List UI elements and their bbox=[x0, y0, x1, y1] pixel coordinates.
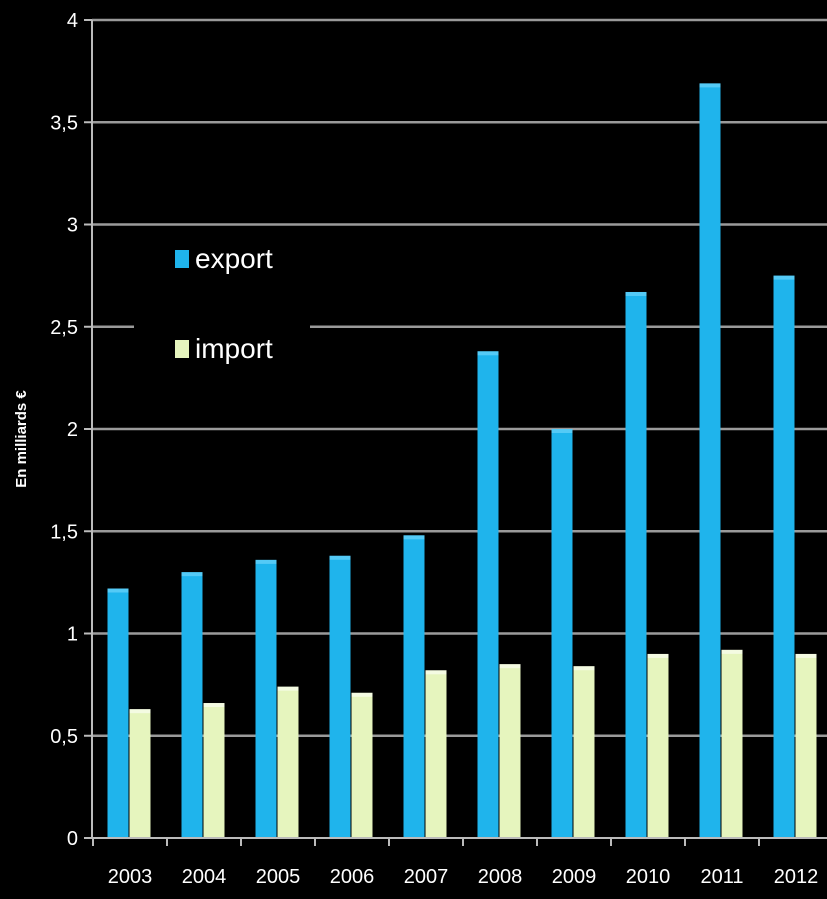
legend-label-export: export bbox=[195, 243, 273, 274]
x-tick-label: 2005 bbox=[256, 866, 301, 888]
bar-import-cap bbox=[277, 686, 299, 691]
bar-export-cap bbox=[329, 555, 351, 560]
bar-import bbox=[129, 709, 151, 838]
bars bbox=[107, 83, 817, 838]
legend-swatch-export bbox=[175, 250, 189, 268]
bar-import-cap bbox=[203, 703, 225, 708]
legend-label-import: import bbox=[195, 333, 273, 364]
x-tick-label: 2008 bbox=[478, 866, 523, 888]
bar-export bbox=[107, 588, 129, 838]
bar-export bbox=[551, 429, 573, 838]
x-tick-label: 2004 bbox=[182, 866, 227, 888]
x-tick-label: 2003 bbox=[108, 866, 153, 888]
bar-import-cap bbox=[573, 666, 595, 671]
legend-box bbox=[134, 226, 310, 382]
bar-import-cap bbox=[129, 709, 151, 714]
bar-import-cap bbox=[795, 653, 817, 658]
bar-export-cap bbox=[551, 429, 573, 433]
bar-export-cap bbox=[181, 572, 203, 577]
y-tick-label: 3 bbox=[67, 215, 78, 237]
bar-import bbox=[425, 670, 447, 838]
bar-import-cap bbox=[499, 664, 521, 669]
bar-export bbox=[773, 275, 795, 838]
bar-export-cap bbox=[403, 535, 425, 540]
bar-export bbox=[403, 535, 425, 838]
bar-import bbox=[721, 649, 743, 838]
bar-export bbox=[181, 572, 203, 838]
bar-import-cap bbox=[351, 692, 373, 697]
x-tick-label: 2007 bbox=[404, 866, 449, 888]
bar-export-cap bbox=[699, 83, 721, 88]
bar-import bbox=[203, 703, 225, 838]
bar-import-cap bbox=[721, 649, 743, 654]
y-tick-label: 2,5 bbox=[50, 317, 78, 339]
bar-export-cap bbox=[477, 351, 499, 356]
y-tick-label: 3,5 bbox=[50, 112, 78, 134]
x-tick-label: 2012 bbox=[774, 866, 819, 888]
y-axis-title: En milliards € bbox=[13, 390, 30, 488]
bar-import bbox=[795, 653, 817, 838]
bar-export bbox=[255, 559, 277, 838]
y-tick-label: 0,5 bbox=[50, 726, 78, 748]
bar-import bbox=[573, 666, 595, 838]
legend-swatch-import bbox=[175, 340, 189, 358]
bar-export bbox=[477, 351, 499, 838]
bar-import bbox=[647, 653, 669, 838]
bar-export-cap bbox=[773, 275, 795, 280]
y-tick-label: 4 bbox=[67, 10, 78, 32]
bar-import-cap bbox=[647, 653, 669, 658]
bar-export bbox=[329, 555, 351, 838]
x-tick-label: 2009 bbox=[552, 866, 597, 888]
bar-export bbox=[699, 83, 721, 838]
bar-export-cap bbox=[625, 291, 647, 296]
bar-export bbox=[625, 291, 647, 838]
bar-import bbox=[351, 692, 373, 838]
x-tick-label: 2010 bbox=[626, 866, 671, 888]
bar-export-cap bbox=[255, 559, 277, 564]
bar-import bbox=[277, 686, 299, 838]
legend: export import bbox=[134, 226, 310, 382]
bar-export-cap bbox=[107, 588, 129, 593]
y-tick-label: 1,5 bbox=[50, 521, 78, 543]
axes: 0 0,5 1 1,5 2 2,5 3 3,5 4 2003 2004 2005 2006 2007 200… bbox=[50, 10, 827, 888]
bar-import bbox=[499, 664, 521, 838]
y-tick-label: 1 bbox=[67, 624, 78, 646]
y-tick-label: 2 bbox=[67, 419, 78, 441]
bar-import-cap bbox=[425, 670, 447, 675]
y-tick-label: 0 bbox=[67, 828, 78, 850]
x-tick-label: 2011 bbox=[700, 866, 743, 888]
x-tick-label: 2006 bbox=[330, 866, 375, 888]
